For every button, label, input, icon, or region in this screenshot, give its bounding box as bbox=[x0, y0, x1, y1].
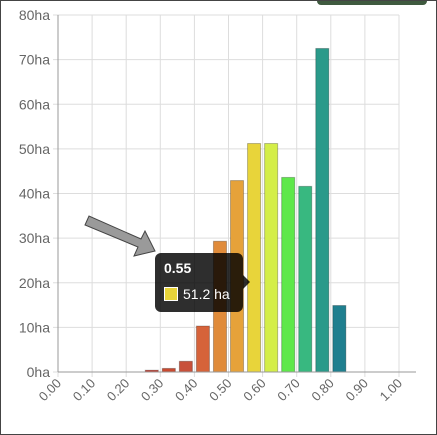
tooltip-title: 0.55 bbox=[164, 260, 192, 276]
y-tick-label: 60ha bbox=[19, 96, 50, 112]
x-tick-label: 0.60 bbox=[240, 376, 269, 405]
x-axis-ticks: 0.00 0.10 0.20 0.30 0.40 0.50 0.60 0.70 0.80 0.90… bbox=[36, 376, 406, 405]
bars[interactable] bbox=[144, 47, 347, 373]
histogram-bar[interactable] bbox=[178, 360, 193, 373]
histogram-bar[interactable] bbox=[264, 143, 279, 373]
arrow-icon bbox=[84, 215, 156, 257]
y-tick-label: 0ha bbox=[27, 364, 51, 380]
y-tick-label: 80ha bbox=[19, 7, 50, 23]
tooltip: 0.55 51.2 ha bbox=[155, 253, 250, 312]
y-tick-label: 30ha bbox=[19, 230, 50, 246]
y-tick-label: 40ha bbox=[19, 186, 50, 202]
x-tick-label: 0.70 bbox=[274, 376, 303, 405]
y-axis-ticks: 0ha 10ha 20ha 30ha 40ha 50ha 60ha 70ha 80ha bbox=[19, 7, 50, 380]
x-tick-label: 0.10 bbox=[70, 376, 99, 405]
x-tick-label: 1.00 bbox=[377, 376, 406, 405]
histogram-bar[interactable] bbox=[332, 305, 347, 373]
top-tab[interactable] bbox=[317, 1, 427, 5]
histogram-bar[interactable] bbox=[315, 47, 330, 373]
x-tick-label: 0.50 bbox=[206, 376, 235, 405]
histogram-bar[interactable] bbox=[281, 176, 296, 373]
x-tick-label: 0.90 bbox=[343, 376, 372, 405]
histogram-bar[interactable] bbox=[161, 367, 176, 373]
pointer-arrow bbox=[84, 215, 156, 257]
x-tick-label: 0.80 bbox=[308, 376, 337, 405]
x-tick-label: 0.30 bbox=[138, 376, 167, 405]
y-tick-label: 10ha bbox=[19, 319, 50, 335]
x-tick-label: 0.40 bbox=[172, 376, 201, 405]
tooltip-swatch bbox=[164, 287, 178, 301]
y-tick-label: 20ha bbox=[19, 275, 50, 291]
y-tick-label: 70ha bbox=[19, 52, 50, 68]
histogram-bar[interactable] bbox=[195, 325, 210, 373]
axes bbox=[57, 15, 416, 373]
y-tick-label: 50ha bbox=[19, 141, 50, 157]
histogram-bar[interactable] bbox=[247, 143, 262, 373]
x-tick-label: 0.20 bbox=[104, 376, 133, 405]
tooltip-value: 51.2 ha bbox=[183, 286, 230, 302]
histogram-bar[interactable] bbox=[298, 185, 313, 373]
